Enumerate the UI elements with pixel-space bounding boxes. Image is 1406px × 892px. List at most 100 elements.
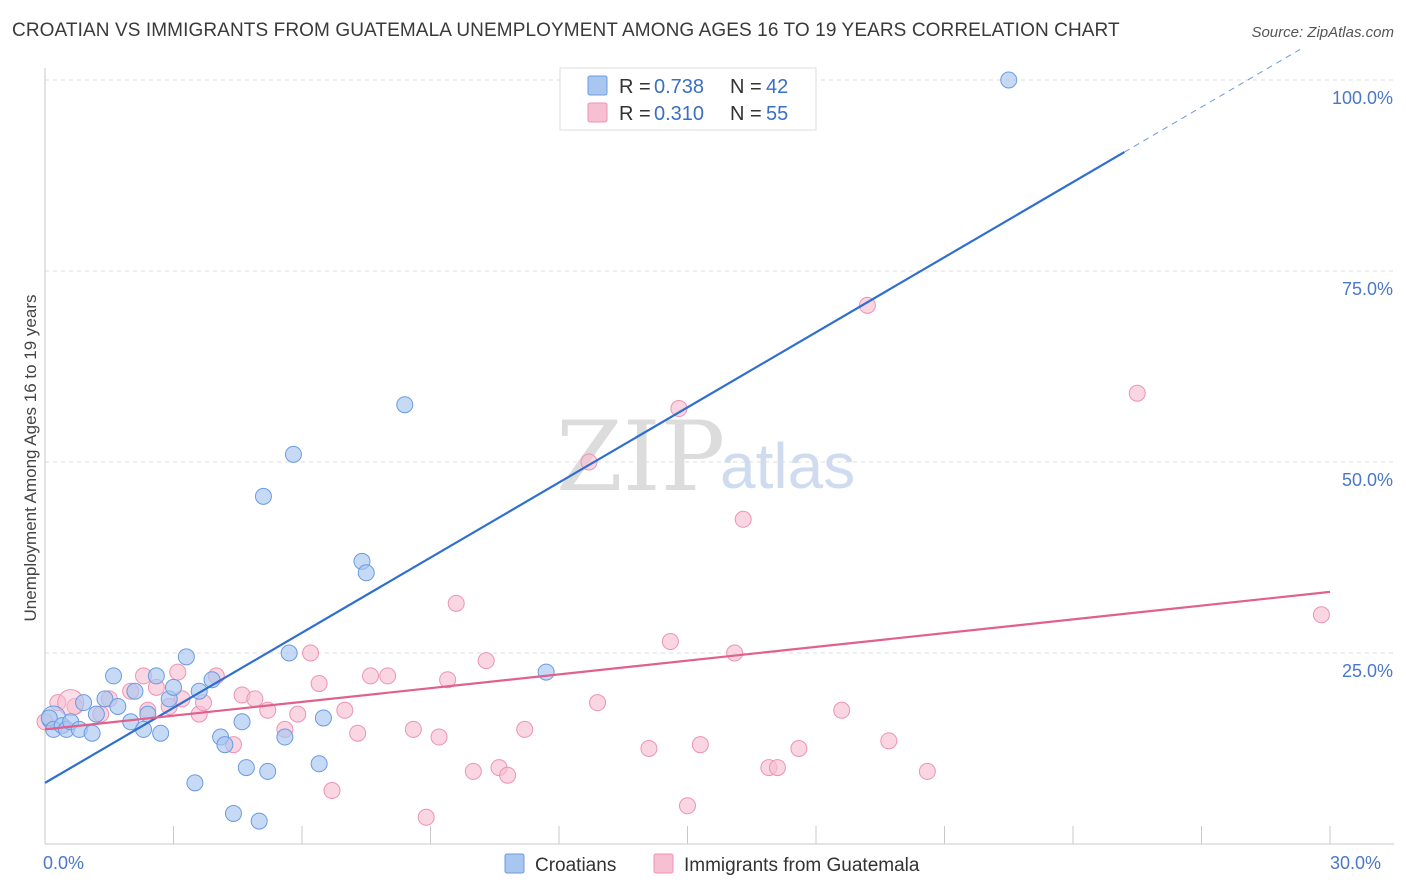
guatemala-trend-line bbox=[44, 590, 1331, 731]
croatians-point-8 bbox=[87, 705, 105, 723]
croatians-point-20 bbox=[177, 648, 195, 666]
croatians-point-39 bbox=[396, 396, 414, 414]
croatians-trend-line bbox=[44, 151, 1125, 784]
guatemala-point-53 bbox=[918, 762, 936, 780]
guatemala-point-33 bbox=[464, 762, 482, 780]
croatians-point-25 bbox=[216, 736, 234, 754]
croatians-point-30 bbox=[259, 762, 277, 780]
croatians-point-33 bbox=[284, 445, 302, 463]
bottom-legend-guatemala: Immigrants from Guatemala bbox=[684, 855, 920, 876]
croatians-point-26 bbox=[224, 804, 242, 822]
legend-n-label-1: N = bbox=[730, 76, 762, 98]
y-tick-label-50: 50.0% bbox=[1342, 470, 1393, 490]
guatemala-point-55 bbox=[1312, 606, 1330, 624]
y-tick-label-100: 100.0% bbox=[1332, 88, 1393, 108]
guatemala-point-51 bbox=[858, 296, 876, 314]
legend-n-label-2: N = bbox=[730, 103, 762, 125]
guatemala-point-30 bbox=[430, 728, 448, 746]
guatemala-point-21 bbox=[302, 644, 320, 662]
bottom-legend-croatians: Croatians bbox=[535, 855, 616, 876]
guatemala-point-50 bbox=[833, 701, 851, 719]
croatians-point-9 bbox=[96, 690, 114, 708]
croatians-point-11 bbox=[109, 697, 127, 715]
guatemala-point-10 bbox=[169, 663, 187, 681]
bottom-legend-swatch-guatemala bbox=[653, 853, 674, 874]
croatians-point-22 bbox=[186, 774, 204, 792]
guatemala-point-22 bbox=[310, 675, 328, 693]
guatemala-point-20 bbox=[289, 705, 307, 723]
x-tick-label-max: 30.0% bbox=[1330, 853, 1381, 873]
legend-n-value-guatemala: 55 bbox=[766, 103, 788, 125]
series-croatians-points bbox=[40, 71, 1018, 830]
legend-r-value-croatians: 0.738 bbox=[654, 76, 704, 98]
croatians-point-31 bbox=[276, 728, 294, 746]
croatians-point-34 bbox=[254, 487, 272, 505]
legend-swatch-croatians bbox=[587, 75, 608, 96]
guatemala-point-44 bbox=[691, 736, 709, 754]
guatemala-point-37 bbox=[516, 720, 534, 738]
croatians-trend-extension bbox=[1124, 49, 1301, 153]
guatemala-point-28 bbox=[404, 720, 422, 738]
chart-title: CROATIAN VS IMMIGRANTS FROM GUATEMALA UN… bbox=[12, 20, 1120, 41]
guatemala-point-27 bbox=[379, 667, 397, 685]
guatemala-point-17 bbox=[246, 690, 264, 708]
y-tick-label-75: 75.0% bbox=[1342, 279, 1393, 299]
guatemala-point-34 bbox=[477, 652, 495, 670]
guatemala-point-31 bbox=[439, 671, 457, 689]
guatemala-point-23 bbox=[323, 782, 341, 800]
croatians-point-38 bbox=[357, 564, 375, 582]
y-axis-label: Unemployment Among Ages 16 to 19 years bbox=[21, 295, 40, 622]
legend-r-label-1: R = bbox=[619, 76, 651, 98]
croatians-point-7 bbox=[83, 724, 101, 742]
croatians-point-32 bbox=[280, 644, 298, 662]
guatemala-point-46 bbox=[734, 510, 752, 528]
guatemala-point-41 bbox=[661, 633, 679, 651]
croatians-point-27 bbox=[233, 713, 251, 731]
guatemala-point-45 bbox=[726, 644, 744, 662]
guatemala-point-24 bbox=[336, 701, 354, 719]
legend-n-value-croatians: 42 bbox=[766, 76, 788, 98]
guatemala-point-43 bbox=[679, 797, 696, 815]
guatemala-point-36 bbox=[499, 766, 517, 784]
guatemala-point-48 bbox=[768, 759, 786, 777]
legend-r-value-guatemala: 0.310 bbox=[654, 103, 704, 125]
guatemala-point-26 bbox=[362, 667, 380, 685]
croatians-point-13 bbox=[126, 682, 144, 700]
croatians-point-19 bbox=[165, 678, 182, 696]
croatians-point-6 bbox=[75, 694, 93, 712]
y-tick-labels: 25.0% 50.0% 75.0% 100.0% bbox=[1332, 88, 1393, 681]
guatemala-point-49 bbox=[790, 740, 808, 757]
croatians-point-35 bbox=[310, 755, 328, 773]
watermark-zip: ZIP bbox=[556, 401, 725, 513]
x-ticks bbox=[173, 826, 1331, 844]
y-tick-label-25: 25.0% bbox=[1342, 661, 1393, 681]
legend-swatch-guatemala bbox=[587, 102, 608, 123]
croatians-point-17 bbox=[152, 724, 170, 742]
croatians-point-29 bbox=[250, 812, 268, 830]
croatians-point-10 bbox=[105, 667, 123, 685]
series-legend: Croatians Immigrants from Guatemala bbox=[504, 853, 920, 876]
stats-legend: R = 0.738 N = 42 R = 0.310 N = 55 bbox=[559, 67, 817, 131]
x-tick-label-min: 0.0% bbox=[43, 853, 84, 873]
watermark-atlas: atlas bbox=[720, 430, 855, 502]
guatemala-point-54 bbox=[1128, 384, 1146, 402]
guatemala-point-38 bbox=[589, 694, 607, 712]
series-guatemala-points bbox=[36, 296, 1330, 826]
guatemala-point-39 bbox=[580, 453, 598, 471]
legend-r-label-2: R = bbox=[619, 103, 651, 125]
guatemala-point-25 bbox=[349, 724, 367, 742]
guatemala-point-40 bbox=[640, 740, 658, 757]
guatemala-point-52 bbox=[880, 732, 898, 750]
guatemala-point-29 bbox=[417, 808, 435, 826]
grid bbox=[45, 79, 1394, 654]
trend-lines bbox=[44, 49, 1331, 784]
croatians-point-28 bbox=[237, 759, 255, 777]
croatians-point-16 bbox=[147, 667, 165, 685]
bottom-legend-swatch-croatians bbox=[504, 853, 525, 874]
guatemala-point-32 bbox=[447, 594, 465, 612]
source-label: Source: ZipAtlas.com bbox=[1251, 24, 1394, 41]
croatians-point-36 bbox=[314, 709, 332, 727]
croatians-point-40 bbox=[537, 663, 555, 681]
croatians-point-41 bbox=[1000, 71, 1018, 89]
